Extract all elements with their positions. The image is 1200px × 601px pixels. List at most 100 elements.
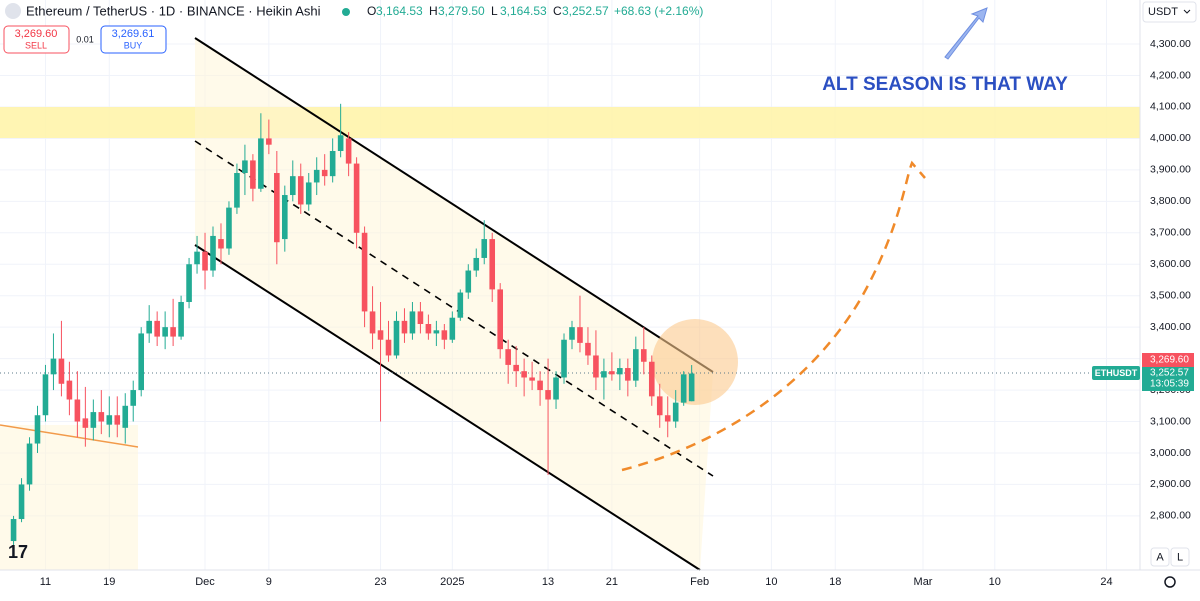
candle-body bbox=[553, 377, 559, 400]
candle-body bbox=[266, 138, 272, 145]
candle-body bbox=[313, 169, 320, 183]
ohlc-key: H bbox=[429, 4, 438, 18]
x-tick-label: 10 bbox=[765, 576, 777, 588]
candle-body bbox=[625, 368, 631, 381]
trend-line bbox=[0, 424, 139, 448]
auto-label: A bbox=[1156, 551, 1164, 563]
y-axis: 2,800.002,900.003,000.003,100.003,200.00… bbox=[1150, 38, 1191, 522]
y-tick-label: 3,900.00 bbox=[1150, 164, 1191, 176]
candle-body bbox=[688, 373, 695, 402]
candle-body bbox=[218, 239, 224, 249]
ask-price: 3,269.60 bbox=[1150, 355, 1189, 366]
candle-body bbox=[321, 169, 328, 177]
candle-body bbox=[569, 327, 575, 340]
x-tick-label: 13 bbox=[542, 576, 554, 588]
candle-body bbox=[640, 349, 647, 362]
candle-body bbox=[186, 264, 192, 302]
y-tick-label: 2,900.00 bbox=[1150, 478, 1191, 490]
buy-label: BUY bbox=[124, 40, 143, 50]
candle-body bbox=[138, 333, 145, 391]
y-tick-label: 3,800.00 bbox=[1150, 195, 1191, 207]
candle-body bbox=[202, 251, 208, 271]
price-axis bbox=[1140, 0, 1200, 596]
dropdown-icon bbox=[1183, 9, 1191, 14]
ask-tag bbox=[1142, 353, 1194, 367]
x-tick-label: 21 bbox=[606, 576, 618, 588]
candle-body bbox=[50, 358, 57, 375]
status-dot bbox=[342, 8, 350, 16]
ohlc-key: C bbox=[553, 4, 562, 18]
resistance-zone bbox=[0, 107, 1140, 138]
candle-body bbox=[162, 327, 168, 337]
candle-body bbox=[297, 176, 304, 205]
candle-body bbox=[282, 195, 288, 240]
candle-body bbox=[234, 173, 240, 208]
candle-body bbox=[577, 327, 583, 343]
y-tick-label: 3,000.00 bbox=[1150, 447, 1191, 459]
candle-body bbox=[194, 251, 200, 265]
currency: USDT bbox=[1148, 6, 1178, 18]
x-axis: 11 19 Dec 9 23 2025 13 21 Feb 10 18 Mar 10 24 bbox=[40, 576, 1113, 588]
change: +68.63 (+2.16%) bbox=[614, 4, 703, 18]
candle-body bbox=[289, 176, 296, 196]
candle-body bbox=[377, 330, 384, 340]
candle-body bbox=[393, 320, 400, 356]
candle-body bbox=[106, 415, 113, 425]
log-button[interactable] bbox=[1170, 547, 1190, 567]
candle-body bbox=[585, 342, 591, 356]
candle-body bbox=[537, 380, 543, 391]
candle-body bbox=[513, 364, 519, 372]
x-tick-label: Feb bbox=[690, 576, 709, 588]
candle-body bbox=[473, 257, 480, 271]
candle-body bbox=[146, 320, 152, 334]
candle-body bbox=[337, 135, 344, 151]
sell-label: SELL bbox=[25, 40, 47, 50]
auto-button[interactable] bbox=[1150, 547, 1170, 567]
y-tick-label: 4,300.00 bbox=[1150, 38, 1191, 50]
buy-price: 3,269.61 bbox=[112, 28, 155, 40]
candle-body bbox=[497, 289, 503, 350]
symbol-tag bbox=[1092, 366, 1140, 380]
log-label: L bbox=[1177, 551, 1183, 563]
symbol-icon bbox=[5, 3, 21, 19]
candle-body bbox=[258, 138, 264, 189]
candle-body bbox=[545, 390, 551, 400]
sell-price: 3,269.60 bbox=[15, 28, 58, 40]
candle-body bbox=[561, 339, 567, 378]
sell-button[interactable] bbox=[3, 25, 70, 54]
candle-body bbox=[274, 173, 280, 243]
candle-body bbox=[425, 324, 432, 334]
candle-body bbox=[672, 402, 679, 422]
candle-body bbox=[680, 374, 687, 403]
settings-icon[interactable] bbox=[1164, 576, 1176, 588]
x-tick-label: 10 bbox=[989, 576, 1001, 588]
candle-body bbox=[409, 311, 416, 334]
candle-body bbox=[664, 415, 671, 422]
x-tick-label: 24 bbox=[1100, 576, 1112, 588]
y-tick-label: 4,200.00 bbox=[1150, 69, 1191, 81]
candle-body bbox=[521, 371, 527, 378]
x-tick-label: 23 bbox=[374, 576, 386, 588]
candle-body bbox=[401, 320, 408, 334]
x-tick-label: Mar bbox=[914, 576, 933, 588]
buy-button[interactable] bbox=[100, 25, 167, 54]
candle-body bbox=[18, 484, 25, 520]
candle-body bbox=[433, 330, 440, 334]
candle-body bbox=[210, 235, 216, 271]
annotation: ALT SEASON IS THAT WAY bbox=[822, 74, 1068, 95]
y-tick-label: 3,700.00 bbox=[1150, 227, 1191, 239]
currency-select[interactable] bbox=[1142, 1, 1197, 23]
candle-body bbox=[633, 349, 639, 381]
candle-body bbox=[329, 150, 336, 177]
ohlc-values: O 3,164.53 H 3,279.50 L 3,164.53 C 3,252.57 bbox=[367, 4, 609, 18]
last-price: 3,252.57 bbox=[1150, 368, 1189, 379]
y-tick-label: 4,100.00 bbox=[1150, 101, 1191, 113]
candle-body bbox=[648, 361, 655, 397]
y-tick-label: 3,400.00 bbox=[1150, 321, 1191, 333]
candle-body bbox=[34, 415, 41, 444]
candle-body bbox=[417, 311, 424, 325]
last-tag bbox=[1142, 367, 1194, 391]
y-tick-label: 3,500.00 bbox=[1150, 289, 1191, 301]
logo: 17 bbox=[8, 542, 28, 562]
candle-body bbox=[481, 239, 488, 258]
